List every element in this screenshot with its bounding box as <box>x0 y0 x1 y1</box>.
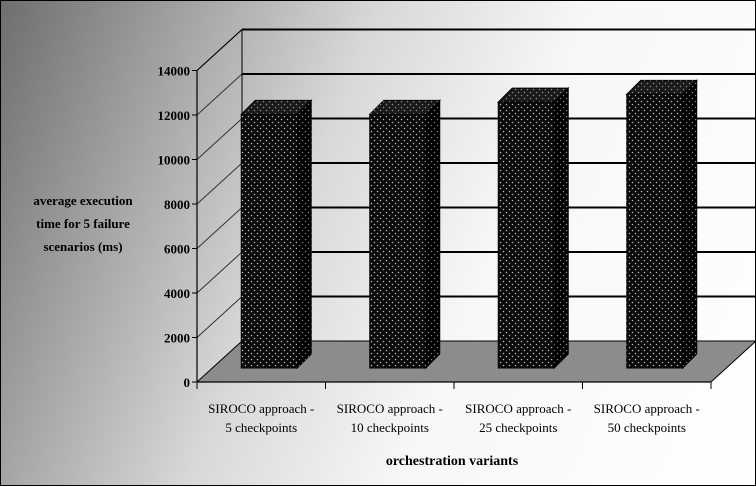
x-tick-label: SIROCO approach -25 checkpoints <box>465 401 571 435</box>
y-tick-label: 10000 <box>158 153 191 168</box>
y-tick-label: 0 <box>184 375 191 390</box>
x-axis-title: orchestration variants <box>386 454 519 469</box>
bar-side-texture <box>554 88 569 369</box>
bar-front-texture <box>498 102 555 369</box>
y-tick-label: 8000 <box>164 197 190 212</box>
bar-top-texture <box>498 88 569 103</box>
bar-front-texture <box>626 94 683 368</box>
label-layer: 0 2000 4000 6000 8000 10000 12000 14000 SIROCO a… <box>33 64 699 470</box>
bar-side-texture <box>425 100 440 368</box>
gridline-side <box>196 73 243 116</box>
gridline-side <box>196 251 243 294</box>
bar-side-texture <box>297 100 312 368</box>
bar <box>497 86 570 370</box>
gridline-side <box>196 296 243 338</box>
x-tick-label: SIROCO approach -5 checkpoints <box>208 401 314 435</box>
bar-top-texture <box>626 80 697 95</box>
bar <box>240 99 313 370</box>
y-axis-title: average execution time for 5 failure scena… <box>33 193 133 254</box>
gridline-side <box>196 207 243 249</box>
bar-front-texture <box>241 114 298 368</box>
bar-layer <box>240 79 698 370</box>
bar-top-texture <box>369 100 440 115</box>
gridline-side <box>196 118 243 160</box>
bar <box>368 99 441 370</box>
bar-top-texture <box>241 100 312 115</box>
y-tick-label: 6000 <box>164 242 190 257</box>
y-tick-label: 12000 <box>158 108 191 123</box>
y-tick-label: 2000 <box>164 331 190 346</box>
y-tick-label: 4000 <box>164 286 190 301</box>
gridline-side <box>196 162 243 205</box>
bar-side-texture <box>682 80 697 368</box>
bar <box>625 79 698 370</box>
bar-front-texture <box>369 114 426 368</box>
x-tick-label: SIROCO approach -10 checkpoints <box>337 401 443 435</box>
side-wall-top-edge <box>196 29 243 71</box>
y-tick-label: 14000 <box>158 64 191 79</box>
x-tick-label: SIROCO approach -50 checkpoints <box>594 401 700 435</box>
